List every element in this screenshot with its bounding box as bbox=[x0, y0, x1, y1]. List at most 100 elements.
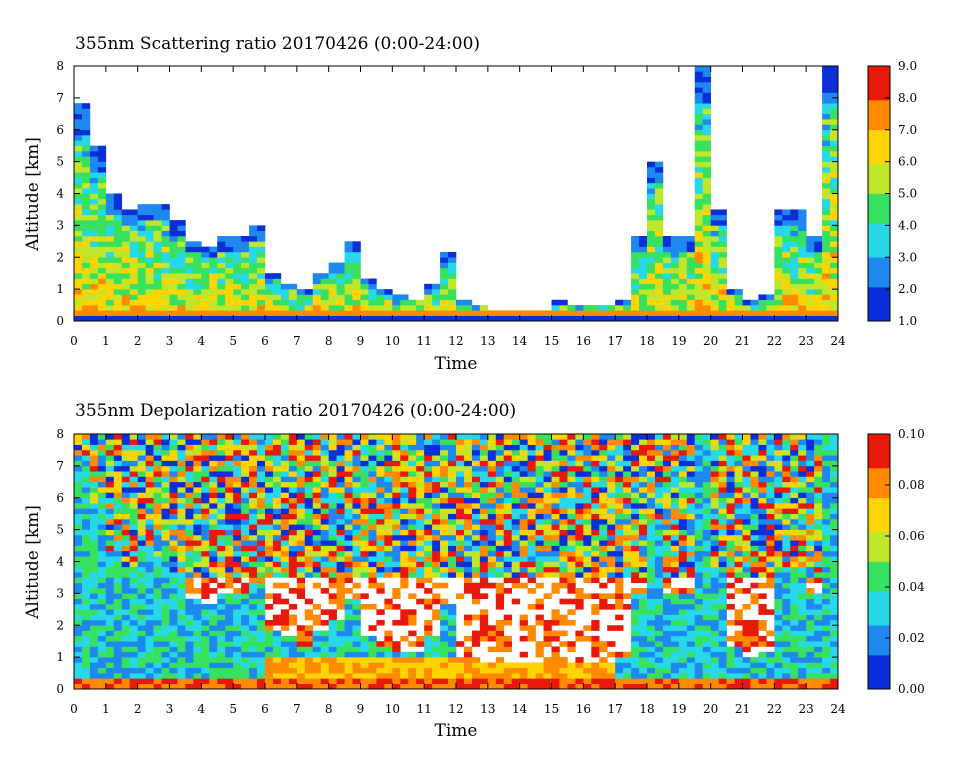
heatmap-cell bbox=[631, 635, 640, 642]
heatmap-cell bbox=[384, 540, 393, 546]
heatmap-cell bbox=[113, 289, 123, 295]
heatmap-cell bbox=[543, 550, 552, 557]
heatmap-cell bbox=[304, 662, 314, 669]
heatmap-cell bbox=[328, 519, 337, 525]
heatmap-cell bbox=[193, 651, 202, 658]
heatmap-cell bbox=[392, 678, 401, 684]
heatmap-cell bbox=[479, 577, 489, 584]
heatmap-cell bbox=[113, 683, 123, 690]
heatmap-cell bbox=[344, 465, 353, 472]
heatmap-cell bbox=[153, 481, 162, 488]
heatmap-cell bbox=[639, 241, 648, 247]
heatmap-cell bbox=[89, 267, 99, 274]
heatmap-cell bbox=[121, 471, 131, 477]
heatmap-cell bbox=[193, 434, 202, 440]
heatmap-cell bbox=[296, 294, 306, 301]
heatmap-cell bbox=[432, 529, 441, 536]
heatmap-cell bbox=[654, 193, 664, 200]
heatmap-cell bbox=[543, 593, 552, 599]
heatmap-cell bbox=[129, 524, 138, 530]
heatmap-cell bbox=[121, 641, 131, 647]
heatmap-cell bbox=[288, 481, 298, 488]
heatmap-cell bbox=[336, 283, 345, 290]
heatmap-cell bbox=[336, 305, 345, 311]
heatmap-cell bbox=[479, 315, 489, 322]
heatmap-cell bbox=[296, 465, 306, 472]
heatmap-cell bbox=[495, 465, 505, 472]
heatmap-cell bbox=[137, 604, 146, 610]
heatmap-cell bbox=[575, 315, 584, 322]
heatmap-cell bbox=[376, 641, 385, 647]
heatmap-cell bbox=[376, 481, 385, 488]
heatmap-cell bbox=[217, 465, 226, 472]
heatmap-cell bbox=[607, 577, 616, 584]
heatmap-cell bbox=[89, 598, 99, 605]
heatmap-cell bbox=[328, 667, 337, 674]
heatmap-cell bbox=[105, 619, 115, 626]
heatmap-cell bbox=[352, 246, 361, 253]
heatmap-cell bbox=[822, 209, 831, 216]
heatmap-cell bbox=[495, 481, 505, 488]
heatmap-cell bbox=[702, 283, 711, 290]
heatmap-cell bbox=[225, 310, 234, 316]
heatmap-cell bbox=[495, 593, 505, 599]
heatmap-cell bbox=[432, 455, 441, 461]
heatmap-cell bbox=[177, 513, 186, 520]
heatmap-cell bbox=[400, 619, 409, 626]
heatmap-cell bbox=[89, 619, 99, 626]
heatmap-cell bbox=[734, 299, 743, 306]
heatmap-cell bbox=[81, 683, 91, 690]
heatmap-cell bbox=[654, 204, 664, 210]
heatmap-cell bbox=[822, 71, 831, 77]
heatmap-cell bbox=[288, 683, 298, 690]
heatmap-cell bbox=[161, 204, 170, 210]
heatmap-cell bbox=[177, 609, 186, 615]
heatmap-cell bbox=[265, 662, 274, 669]
heatmap-cell bbox=[201, 487, 210, 493]
heatmap-cell bbox=[607, 556, 616, 562]
heatmap-cell bbox=[89, 556, 99, 562]
heatmap-cell bbox=[169, 257, 178, 263]
heatmap-cell bbox=[527, 465, 536, 472]
heatmap-cell bbox=[320, 566, 329, 573]
heatmap-cell bbox=[432, 524, 441, 530]
heatmap-cell bbox=[416, 508, 425, 514]
heatmap-cell bbox=[368, 439, 377, 445]
heatmap-cell bbox=[487, 503, 497, 509]
heatmap-cell bbox=[272, 524, 282, 530]
heatmap-cell bbox=[384, 683, 393, 690]
heatmap-cell bbox=[551, 471, 560, 477]
heatmap-cell bbox=[137, 582, 146, 589]
heatmap-cell bbox=[225, 278, 234, 285]
heatmap-cell bbox=[591, 519, 600, 525]
heatmap-cell bbox=[145, 434, 154, 440]
heatmap-cell bbox=[774, 246, 783, 253]
heatmap-cell bbox=[471, 667, 481, 674]
heatmap-cell bbox=[694, 657, 704, 663]
heatmap-cell bbox=[575, 439, 584, 445]
heatmap-cell bbox=[559, 657, 568, 663]
heatmap-cell bbox=[400, 513, 409, 520]
heatmap-cell bbox=[463, 519, 473, 525]
heatmap-cell bbox=[718, 315, 727, 322]
heatmap-cell bbox=[280, 471, 290, 477]
heatmap-cell bbox=[678, 524, 688, 530]
heatmap-cell bbox=[599, 540, 608, 546]
heatmap-cell bbox=[678, 561, 688, 568]
heatmap-cell bbox=[249, 257, 258, 263]
heatmap-cell bbox=[543, 662, 552, 669]
heatmap-cell bbox=[551, 508, 560, 514]
heatmap-cell bbox=[81, 124, 91, 131]
heatmap-cell bbox=[686, 481, 696, 488]
heatmap-cell bbox=[129, 460, 138, 467]
heatmap-cell bbox=[137, 455, 146, 461]
heatmap-cell bbox=[233, 529, 242, 536]
heatmap-cell bbox=[432, 310, 441, 316]
heatmap-cell bbox=[535, 556, 544, 562]
heatmap-cell bbox=[487, 444, 497, 451]
heatmap-cell bbox=[384, 449, 393, 456]
heatmap-cell bbox=[615, 614, 624, 621]
heatmap-cell bbox=[193, 545, 202, 552]
heatmap-cell bbox=[225, 439, 234, 445]
heatmap-cell bbox=[376, 519, 385, 525]
